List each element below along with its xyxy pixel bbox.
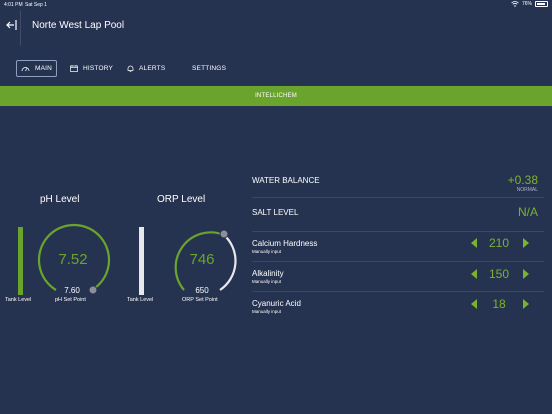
water-balance-status: NORMAL xyxy=(516,187,538,193)
ph-gauge-arc xyxy=(37,223,111,291)
header-divider xyxy=(20,10,21,46)
banner-label: INTELLICHEM xyxy=(255,93,297,99)
cyanuric-acid-value: 18 xyxy=(492,297,506,311)
input-row-cyanuric-acid: Cyanuric Acid Manually input 18 xyxy=(252,292,544,322)
input-row-calcium-hardness: Calcium Hardness Manually input 210 xyxy=(252,232,544,262)
salt-level-label: SALT LEVEL xyxy=(252,208,299,217)
alkalinity-decrease-icon[interactable] xyxy=(470,268,478,280)
back-icon[interactable] xyxy=(5,18,19,32)
cyanuric-acid-label: Cyanuric Acid xyxy=(252,299,301,308)
water-balance-value: +0.38 xyxy=(507,173,538,187)
orp-setpoint-label: ORP Set Point xyxy=(182,297,218,303)
ph-tank-label: Tank Level xyxy=(5,297,32,303)
alkalinity-sub: Manually input xyxy=(252,279,282,284)
gauge-icon xyxy=(21,67,30,72)
alkalinity-value: 150 xyxy=(488,267,510,281)
status-right: 76% xyxy=(511,1,548,7)
orp-setpoint-handle[interactable] xyxy=(219,229,229,239)
ph-gauge xyxy=(37,223,111,295)
orp-title: ORP Level xyxy=(157,194,206,205)
tab-settings[interactable]: SETTINGS xyxy=(192,58,226,78)
battery-icon xyxy=(535,1,548,7)
ph-title: pH Level xyxy=(40,194,80,205)
ph-value: 7.52 xyxy=(58,251,88,268)
orp-value: 746 xyxy=(189,251,215,268)
water-balance-label: WATER BALANCE xyxy=(252,176,320,185)
calcium-hardness-increase-icon[interactable] xyxy=(522,237,530,249)
tab-main-label: MAIN xyxy=(35,65,53,72)
tab-main[interactable]: MAIN xyxy=(16,60,58,77)
ph-tank-bar xyxy=(18,227,23,295)
calcium-hardness-value: 210 xyxy=(488,236,510,250)
tab-alerts[interactable]: ALERTS xyxy=(127,58,165,78)
battery-percent: 76% xyxy=(521,1,532,7)
status-time: 4:01 PM xyxy=(4,2,23,8)
calcium-hardness-label: Calcium Hardness xyxy=(252,239,318,248)
input-row-alkalinity: Alkalinity Manually input 150 xyxy=(252,262,544,292)
cyanuric-acid-sub: Manually input xyxy=(252,309,282,314)
tab-alerts-label: ALERTS xyxy=(139,64,166,72)
calcium-hardness-sub: Manually input xyxy=(252,249,282,254)
tab-bar: MAIN HISTORY ALERTS SETTINGS xyxy=(0,58,552,78)
alkalinity-label: Alkalinity xyxy=(252,269,284,278)
intellichem-banner: INTELLICHEM xyxy=(0,86,552,106)
orp-tank-label: Tank Level xyxy=(127,297,154,303)
cyanuric-acid-decrease-icon[interactable] xyxy=(470,298,478,310)
bell-icon xyxy=(127,65,134,72)
orp-gauge-arc xyxy=(174,231,225,291)
wifi-icon xyxy=(511,1,519,7)
calcium-hardness-decrease-icon[interactable] xyxy=(470,237,478,249)
salt-level-value: N/A xyxy=(517,205,538,219)
orp-gauge-arc-remaining xyxy=(219,234,237,291)
ph-setpoint-value: 7.60 xyxy=(64,286,80,295)
tab-history-label: HISTORY xyxy=(83,64,114,72)
orp-gauge xyxy=(174,229,237,291)
tab-settings-label: SETTINGS xyxy=(192,64,227,72)
ph-setpoint-handle[interactable] xyxy=(88,285,98,295)
status-date: Sat Sep 1 xyxy=(25,2,47,8)
status-bar: 4:01 PM Sat Sep 1 76% xyxy=(0,0,552,10)
cyanuric-acid-increase-icon[interactable] xyxy=(522,298,530,310)
page-title: Norte West Lap Pool xyxy=(32,20,125,31)
orp-setpoint-value: 650 xyxy=(195,286,209,295)
header: Norte West Lap Pool xyxy=(0,10,552,46)
tab-history[interactable]: HISTORY xyxy=(70,58,113,78)
salt-level-row: SALT LEVEL N/A xyxy=(252,198,544,232)
ph-setpoint-label: pH Set Point xyxy=(55,297,86,303)
water-balance-row: WATER BALANCE +0.38 NORMAL xyxy=(252,168,544,198)
calendar-icon xyxy=(70,64,78,72)
alkalinity-increase-icon[interactable] xyxy=(522,268,530,280)
orp-tank-bar xyxy=(139,227,144,295)
